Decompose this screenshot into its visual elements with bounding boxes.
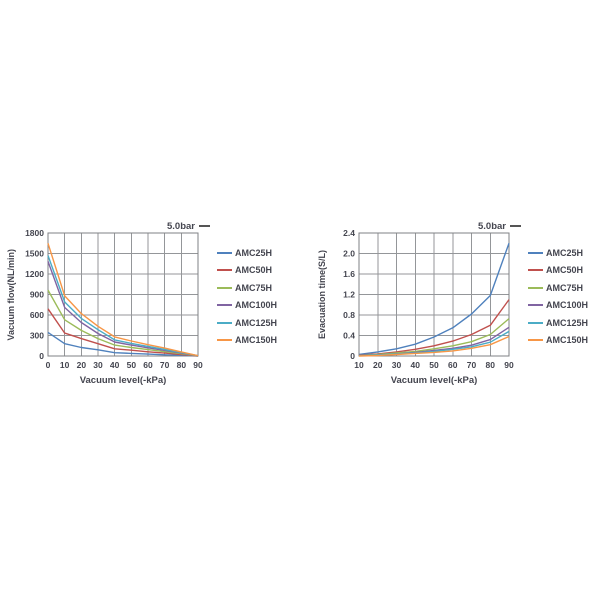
legend-item: AMC75H: [217, 282, 277, 294]
legend-item: AMC25H: [217, 247, 277, 259]
y-axis-label-text: Vacuum flow(NL/min): [6, 248, 16, 341]
legend-line-swatch: [528, 339, 544, 342]
series-line-AMC50H: [358, 299, 510, 356]
legend-line-swatch: [528, 251, 544, 254]
legend-line-swatch: [217, 286, 232, 289]
y-tick-label: 1.2: [343, 290, 355, 300]
x-tick-label: 70: [160, 360, 170, 370]
legend-label: AMC75H: [235, 282, 273, 293]
legend-line-swatch: [217, 339, 232, 342]
x-tick-label: 20: [373, 360, 383, 370]
plot-svg: 10 20 30 40 50 60 70 80 90 0 0.4 0.8 1.2 1.6 2.0 2.4 5.0…: [343, 221, 522, 386]
charts-row: Vacuum flow(NL/min) 0 10 20 30 40 50 60 70 80 90 0…: [4, 220, 588, 388]
x-axis-label: Vacuum level(-kPa): [80, 375, 167, 386]
x-tick-label: 90: [193, 360, 203, 370]
legend-item: AMC50H: [528, 265, 588, 277]
legend-label: AMC25H: [235, 247, 273, 258]
vacuum-flow-chart: Vacuum flow(NL/min) 0 10 20 30 40 50 60 70 80 90 0…: [4, 220, 277, 388]
legend-item: AMC75H: [528, 282, 588, 294]
x-tick-label: 80: [177, 360, 187, 370]
x-tick-label: 50: [429, 360, 439, 370]
y-tick-label: 900: [30, 290, 44, 300]
legend-label: AMC25H: [546, 247, 584, 258]
series-line-AMC25H: [358, 242, 510, 356]
legend-item: AMC25H: [528, 247, 588, 259]
x-tick-label: 40: [110, 360, 120, 370]
plot-border: [47, 232, 199, 357]
plot-border: [358, 232, 510, 357]
chart-title: 5.0bar: [478, 221, 506, 232]
y-tick-label: 1500: [25, 249, 44, 259]
x-tick-label: 10: [60, 360, 70, 370]
legend: AMC25H AMC50H AMC75H AMC100H AMC125H AMC150H: [528, 247, 588, 346]
legend-label: AMC50H: [235, 265, 273, 276]
x-tick-label: 70: [467, 360, 477, 370]
y-tick-label: 2.4: [343, 228, 355, 238]
y-tick-label: 1800: [25, 228, 44, 238]
y-tick-label: 1200: [25, 269, 44, 279]
x-tick-label: 60: [143, 360, 153, 370]
plot-svg: 0 10 20 30 40 50 60 70 80 90030060090012001500180…: [25, 221, 210, 386]
x-tick-label: 90: [504, 360, 514, 370]
legend-item: AMC100H: [528, 300, 588, 312]
series-line-AMC150H: [47, 243, 199, 357]
legend-label: AMC50H: [546, 265, 584, 276]
y-tick-label: 0.8: [343, 310, 355, 320]
x-tick-label: 0: [46, 360, 51, 370]
legend-line-swatch: [217, 304, 232, 307]
legend-line-swatch: [528, 321, 544, 324]
y-tick-label: 1.6: [343, 269, 355, 279]
x-tick-label: 30: [392, 360, 402, 370]
x-tick-label: 80: [486, 360, 496, 370]
series-line-AMC25H: [47, 331, 199, 357]
series-line-AMC125H: [47, 255, 199, 357]
y-tick-label: 0: [350, 351, 355, 361]
x-tick-label: 30: [93, 360, 103, 370]
legend-label: AMC150H: [546, 335, 589, 346]
legend-label: AMC100H: [546, 300, 589, 311]
legend-label: AMC75H: [546, 282, 584, 293]
x-tick-label: 20: [77, 360, 87, 370]
x-axis-label: Vacuum level(-kPa): [391, 375, 478, 386]
y-axis-label-text: Evacuation time(S/L): [317, 249, 328, 339]
legend-item: AMC150H: [528, 335, 588, 347]
series-line-AMC50H: [47, 308, 199, 357]
x-tick-label: 40: [411, 360, 421, 370]
y-tick-label: 0.4: [343, 331, 355, 341]
legend-item: AMC100H: [217, 300, 277, 312]
legend-line-swatch: [217, 251, 232, 254]
x-tick-label: 10: [354, 360, 364, 370]
y-tick-label: 2.0: [343, 249, 355, 259]
legend-label: AMC100H: [235, 300, 278, 311]
legend-line-swatch: [528, 286, 544, 289]
legend-item: AMC125H: [217, 317, 277, 329]
x-tick-label: 50: [127, 360, 137, 370]
evacuation-time-chart: Evacuation time(S/L) 10 20 30 40 50 60 70 80 90 0…: [315, 220, 588, 388]
legend-item: AMC50H: [217, 265, 277, 277]
legend-label: AMC125H: [546, 317, 589, 328]
y-axis-label: Vacuum flow(NL/min): [4, 233, 18, 356]
legend-line-swatch: [528, 269, 544, 272]
chart-title: 5.0bar: [167, 221, 195, 232]
y-axis-label: Evacuation time(S/L): [315, 233, 329, 356]
legend-label: AMC150H: [235, 335, 278, 346]
y-tick-label: 600: [30, 310, 44, 320]
legend-line-swatch: [217, 321, 232, 324]
legend-line-swatch: [217, 269, 232, 272]
legend-item: AMC125H: [528, 317, 588, 329]
legend-line-swatch: [528, 304, 544, 307]
legend-label: AMC125H: [235, 317, 278, 328]
legend: AMC25H AMC50H AMC75H AMC100H AMC125H AMC150H: [217, 247, 277, 346]
legend-item: AMC150H: [217, 335, 277, 347]
x-tick-label: 60: [448, 360, 458, 370]
series-line-AMC150H: [358, 335, 510, 357]
series-line-AMC75H: [47, 289, 199, 357]
y-tick-label: 0: [39, 351, 44, 361]
y-tick-label: 300: [30, 331, 44, 341]
